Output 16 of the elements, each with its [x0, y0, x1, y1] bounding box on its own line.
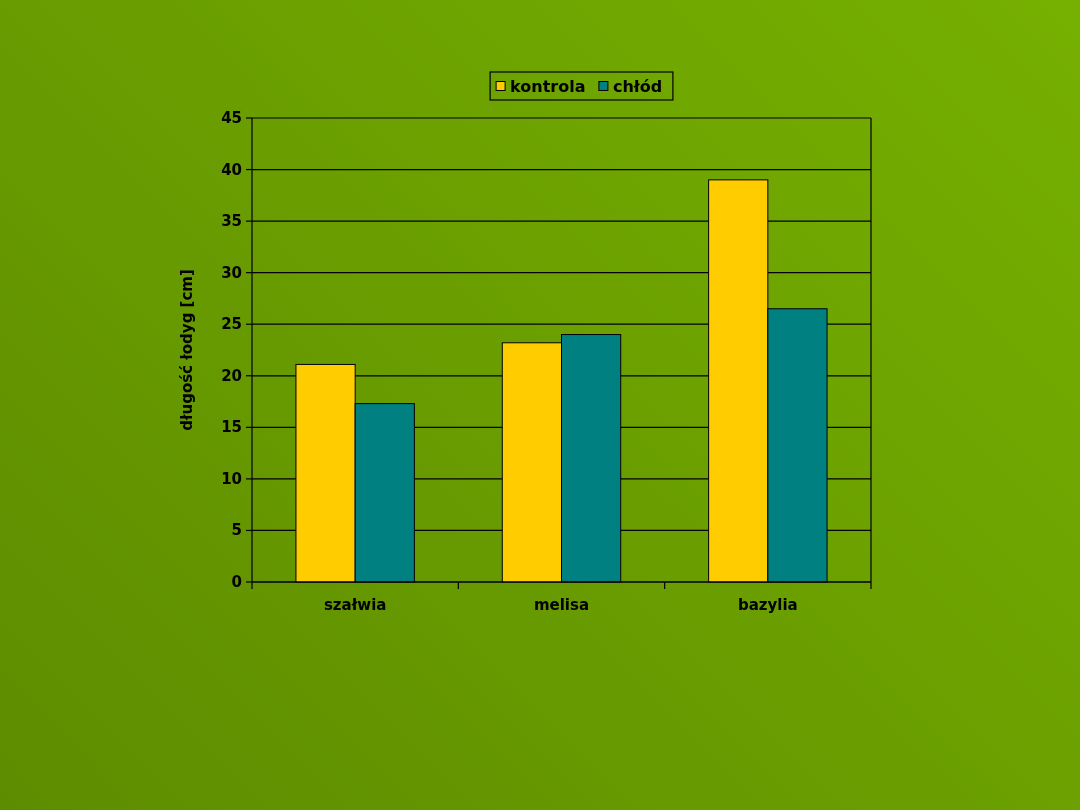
- y-tick-label: 30: [221, 263, 242, 282]
- legend-label: chłód: [612, 76, 663, 96]
- y-tick-label: 45: [221, 109, 242, 127]
- y-tick-label: 35: [221, 212, 242, 231]
- x-tick-label: melisa: [533, 596, 590, 614]
- y-tick-label: 40: [221, 160, 242, 179]
- y-tick-label: 25: [221, 315, 242, 334]
- y-axis-title: długość łodyg [cm]: [178, 269, 196, 431]
- y-tick-label: 10: [221, 469, 242, 488]
- y-tick-label: 20: [221, 366, 242, 385]
- x-tick-label: bazylia: [737, 596, 798, 614]
- x-tick-label: szałwia: [323, 596, 387, 614]
- y-tick-label: 0: [231, 573, 242, 591]
- y-tick-label: 5: [231, 521, 242, 540]
- legend-label: kontrola: [510, 76, 586, 96]
- y-tick-label: 15: [221, 418, 242, 437]
